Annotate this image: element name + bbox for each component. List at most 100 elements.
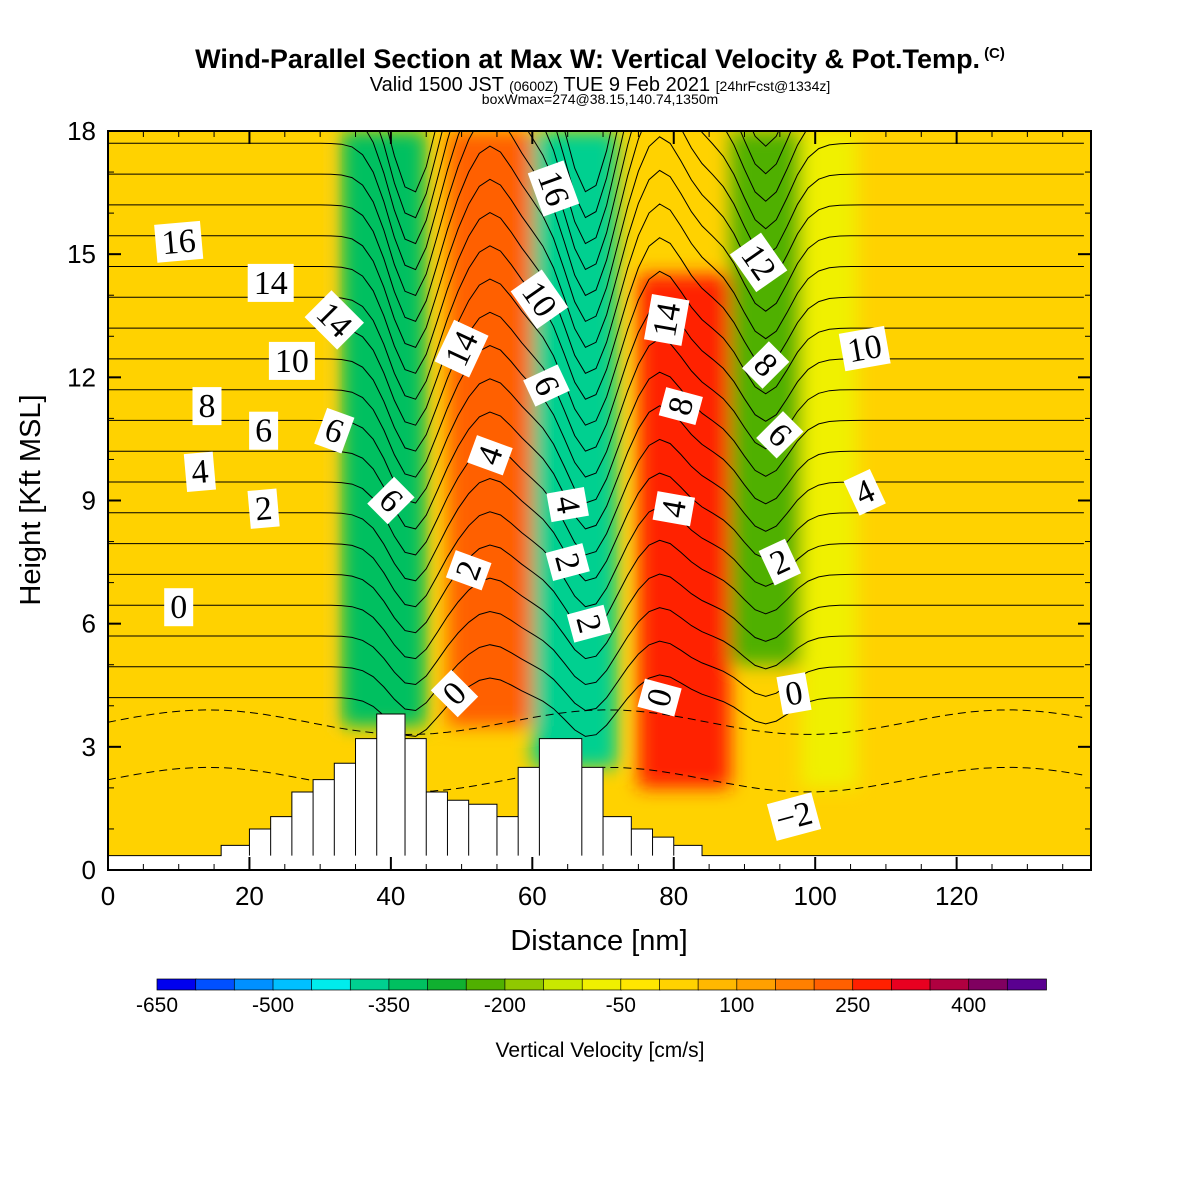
contour-label-text: 4	[190, 453, 210, 491]
isentrope	[387, 131, 780, 193]
colorbar-swatch	[968, 978, 1009, 991]
colorbar-swatch	[1006, 978, 1047, 991]
contour-label-box	[643, 293, 690, 346]
y-tick-label: 0	[82, 855, 96, 885]
contour-label-box	[758, 538, 801, 586]
colorbar-swatch	[427, 978, 468, 991]
contour-label-text: 16	[160, 222, 197, 262]
colorbar-swatch	[581, 978, 622, 991]
contour-label-box	[247, 263, 294, 302]
isentrope	[365, 131, 807, 245]
contour-label-text: 14	[254, 265, 288, 302]
contour-label-box	[637, 678, 682, 717]
isentrope	[108, 131, 1084, 271]
colorbar-label: Vertical Velocity [cm/s]	[496, 1039, 705, 1062]
terrain-block	[313, 779, 335, 870]
isentrope-negative	[108, 709, 1084, 736]
x-tick-label: 40	[376, 881, 405, 911]
colorbar-swatch	[659, 978, 700, 991]
isentrope	[108, 338, 1084, 478]
plot-area: 1614108642014661442016106422148401286201…	[108, 131, 1091, 870]
contour-label-text: 0	[170, 589, 187, 626]
colorbar-swatch	[775, 978, 815, 991]
terrain-block	[496, 816, 519, 870]
contour-label-box	[467, 435, 513, 476]
contour-label: 10	[838, 325, 891, 372]
contour-label-box	[268, 341, 315, 380]
box-info-subtitle: boxWmax=274@38.15,140.74,1350m	[481, 91, 719, 107]
forecast-info: [24hrFcst@1334z]	[715, 78, 831, 94]
contour-label-box	[566, 604, 612, 643]
contour-label: 2	[247, 488, 280, 529]
velocity-cell	[801, 131, 858, 788]
isentrope-negative	[108, 766, 1084, 793]
velocity-cells	[108, 131, 858, 870]
contour-label: 0	[164, 588, 194, 627]
y-tick-label: 6	[82, 609, 96, 639]
y-axis-label: Height [Kft MSL]	[15, 394, 47, 605]
contour-label: 4	[546, 487, 589, 523]
contour-label-box	[434, 319, 489, 378]
colorbar-swatch	[852, 978, 893, 991]
contour-label-box	[843, 468, 886, 516]
colorbar-tick-label: 250	[835, 994, 870, 1017]
isentrope-lines	[108, 131, 1084, 793]
contour-label-box	[164, 588, 194, 627]
contour-label: 4	[652, 491, 696, 527]
isentrope	[108, 640, 1084, 712]
y-tick-label: 15	[67, 239, 96, 269]
contour-label: 10	[268, 341, 315, 380]
contour-label-box	[766, 792, 822, 841]
terrain-block	[355, 738, 378, 870]
isentrope	[108, 438, 1084, 556]
terrain-block	[291, 791, 314, 870]
contour-label-text: 8	[199, 388, 216, 425]
contour-label-box	[247, 488, 280, 529]
colorbar-tick-label: -650	[136, 994, 178, 1017]
contour-label-box	[192, 387, 222, 426]
contour-label-box	[445, 550, 492, 591]
contour-label-text: 4	[548, 493, 587, 516]
terrain-block	[249, 828, 272, 870]
y-tick-label: 3	[82, 732, 96, 762]
contour-label: −2	[766, 792, 822, 841]
y-tick-label: 9	[82, 486, 96, 516]
terrain-block	[426, 791, 449, 870]
contour-label: 6	[249, 411, 279, 450]
contour-label: 14	[643, 293, 690, 346]
contour-label: 0	[637, 678, 682, 717]
contour-label: 2	[566, 604, 612, 643]
colorbar-swatch	[891, 978, 931, 991]
colorbar-tick-label: -350	[368, 994, 410, 1017]
terrain-block	[221, 845, 251, 870]
contour-label-box	[742, 341, 790, 389]
colorbar: -650 -500 -350 -200 -50 100 250 400	[136, 978, 1047, 1017]
valid-time-subtitle: Valid 1500 JST (0600Z) TUE 9 Feb 2021 [2…	[0, 74, 1200, 97]
colorbar-swatch	[736, 978, 777, 991]
contour-label-text: 0	[783, 674, 806, 713]
colorbar-tick-label: -500	[252, 994, 294, 1017]
contour-label-box	[183, 451, 217, 492]
contour-label-box	[249, 411, 279, 450]
contour-label-box	[430, 669, 479, 718]
colorbar-swatch	[465, 978, 506, 991]
colorbar-tick-label: 100	[719, 994, 754, 1017]
terrain-block	[405, 738, 427, 870]
contour-label-box	[367, 476, 415, 525]
colorbar-tick-label: -50	[606, 994, 636, 1017]
terrain-block	[334, 763, 357, 870]
contour-label-text: 4	[655, 497, 694, 520]
terrain-block	[270, 816, 293, 870]
x-tick-label: 80	[659, 881, 688, 911]
contour-label-box	[838, 325, 891, 372]
x-tick-label: 60	[518, 881, 547, 911]
x-tick-label: 100	[793, 881, 836, 911]
contour-label-box	[154, 220, 204, 263]
valid-utc: (0600Z)	[509, 78, 559, 94]
terrain-block	[652, 837, 675, 870]
chart-title: Wind-Parallel Section at Max W: Vertical…	[0, 44, 1200, 75]
contour-label: 6	[314, 407, 355, 454]
contour-label: 8	[658, 387, 703, 426]
contour-label-box	[314, 407, 355, 454]
